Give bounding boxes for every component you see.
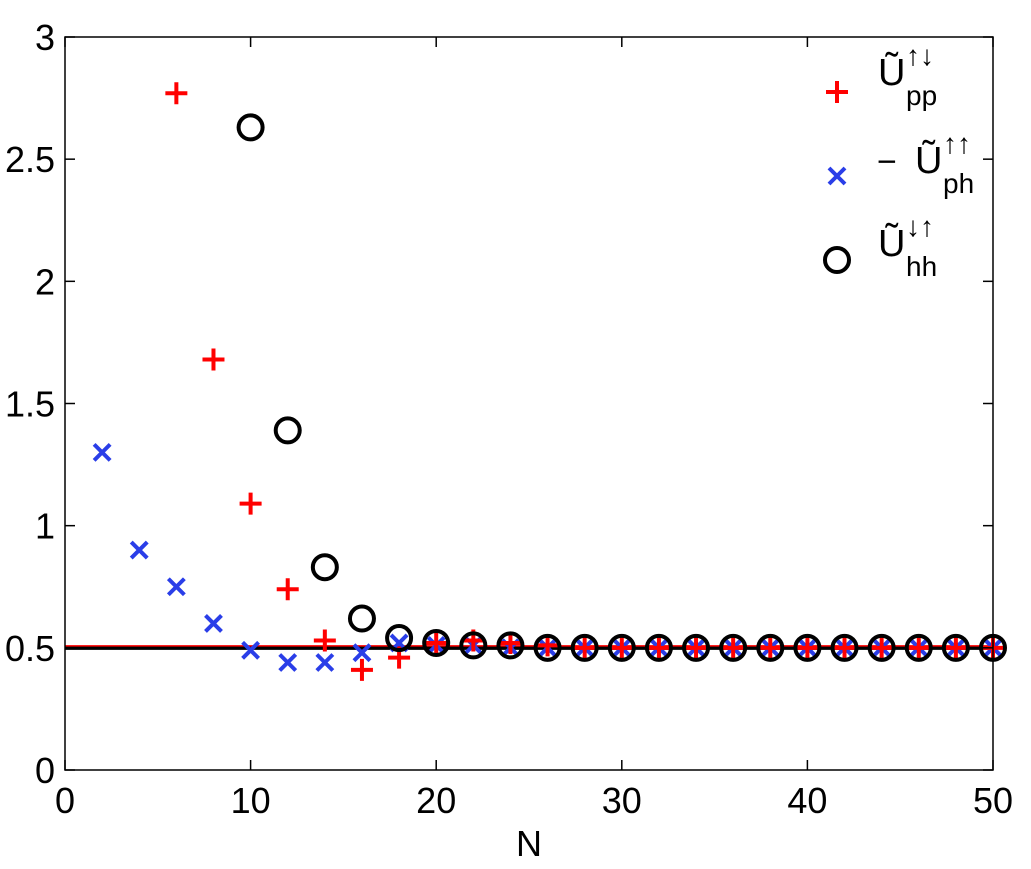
x-tick-label: 30 <box>602 780 642 821</box>
legend-marker <box>827 166 847 186</box>
x-tick-label: 40 <box>787 780 827 821</box>
y-tick-label: 0 <box>35 750 55 791</box>
data-point-x <box>166 577 186 597</box>
data-point-plus <box>499 631 522 654</box>
legend-label-superscript: ↓↑ <box>906 211 934 242</box>
data-point-plus <box>313 629 336 652</box>
data-point-plus <box>759 636 782 659</box>
data-point-circle <box>867 633 896 662</box>
x-tick-label: 20 <box>416 780 456 821</box>
data-point-circle <box>310 553 339 582</box>
data-point-plus <box>536 634 559 657</box>
data-point-circle <box>459 631 488 660</box>
axis-ticks <box>64 36 994 771</box>
legend: Ũpp↑↓− Ũph↑↑Ũhh↓↑ <box>823 40 974 282</box>
data-point-plus <box>610 636 633 659</box>
tick-labels: 0 10 20 30 40 50 0 0.5 1 1.5 2 2.5 3 <box>5 17 1013 821</box>
data-point-x <box>278 653 298 672</box>
y-tick-label: 1 <box>35 506 55 547</box>
data-point-x <box>315 653 335 672</box>
data-point-circle <box>273 416 302 445</box>
data-point-plus <box>425 631 448 654</box>
data-point-x <box>204 613 223 633</box>
data-point-circle <box>756 633 785 662</box>
data-point-circle <box>830 633 859 662</box>
data-point-circle <box>719 633 748 662</box>
data-point-x <box>129 540 149 560</box>
x-tick-label: 0 <box>55 780 75 821</box>
data-point-circle <box>347 604 376 633</box>
data-point-circle <box>533 633 562 662</box>
data-marks <box>92 82 1007 681</box>
data-point-x <box>92 442 112 462</box>
legend-label-main: Ũ <box>915 138 942 182</box>
data-point-circle <box>570 633 599 662</box>
y-tick-label: 1.5 <box>5 384 55 425</box>
data-point-circle <box>793 633 822 662</box>
data-point-circle <box>385 624 414 653</box>
y-tick-label: 0.5 <box>5 628 55 669</box>
data-point-x <box>241 640 261 660</box>
y-tick-label: 2.5 <box>5 139 55 180</box>
data-point-plus <box>944 636 967 659</box>
data-point-circle <box>496 631 525 660</box>
data-point-plus <box>276 578 299 601</box>
data-point-plus <box>573 636 596 659</box>
y-tick-label: 2 <box>35 261 55 302</box>
legend-marker <box>826 81 848 103</box>
data-point-plus <box>647 636 670 659</box>
legend-prefix: − <box>877 143 897 181</box>
data-point-plus <box>165 82 188 105</box>
legend-label-subscript: pp <box>906 80 937 111</box>
legend-label-subscript: hh <box>906 251 937 282</box>
legend-label-main: Ũ <box>878 50 905 94</box>
data-point-circle <box>644 633 673 662</box>
data-point-circle <box>904 633 933 662</box>
x-tick-label: 50 <box>973 780 1013 821</box>
data-point-plus <box>202 348 225 371</box>
legend-label-main: Ũ <box>878 221 905 265</box>
y-tick-label: 3 <box>35 17 55 58</box>
data-point-plus <box>685 636 708 659</box>
legend-label-superscript: ↑↑ <box>943 128 971 159</box>
data-point-circle <box>682 633 711 662</box>
data-point-plus <box>907 636 930 659</box>
data-point-plus <box>350 658 373 681</box>
legend-marker <box>823 246 851 274</box>
data-point-circle <box>236 113 265 142</box>
data-point-plus <box>870 636 893 659</box>
data-point-plus <box>796 636 819 659</box>
legend-label-superscript: ↑↓ <box>906 40 934 71</box>
data-point-circle <box>607 633 636 662</box>
x-tick-label: 10 <box>231 780 271 821</box>
data-point-circle <box>422 628 451 657</box>
data-point-plus <box>722 636 745 659</box>
data-point-plus <box>239 492 262 515</box>
data-point-circle <box>941 633 970 662</box>
legend-label-subscript: ph <box>943 168 974 199</box>
x-axis-title: N <box>516 823 542 864</box>
data-point-plus <box>833 636 856 659</box>
data-point-x <box>352 643 372 663</box>
